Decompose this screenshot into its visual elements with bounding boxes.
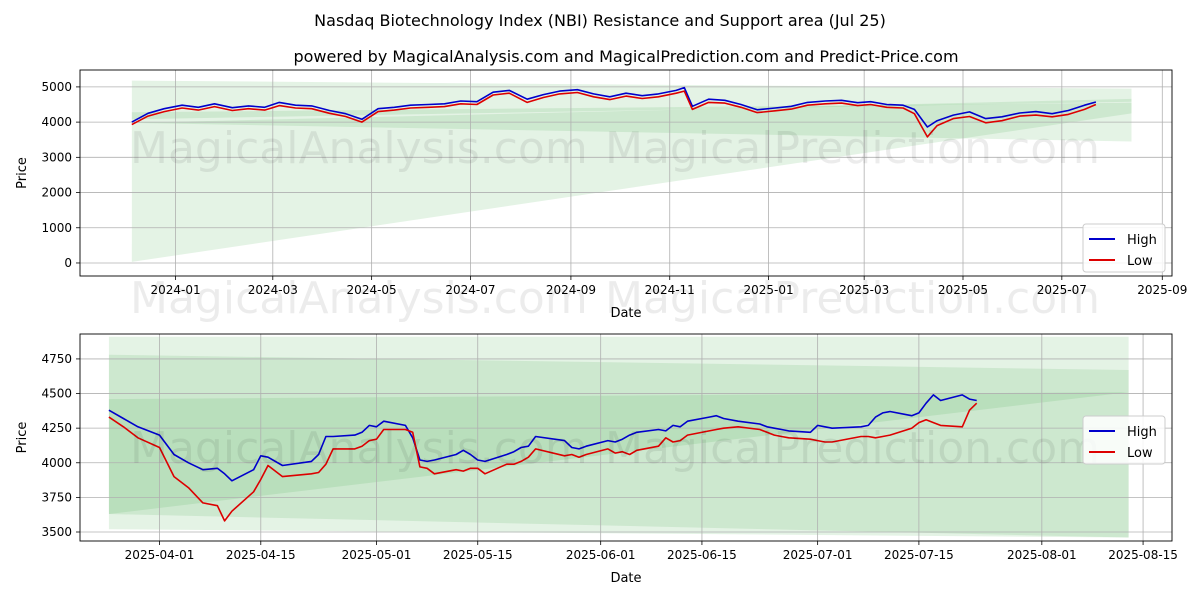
legend: High Low [1082,415,1166,465]
series-high-line [131,86,1097,128]
plot-frame [79,69,1173,277]
series-low-line [131,90,1097,138]
watermark-text: MagicalAnalysis.com [130,273,588,324]
x-tick-label: 2024-11 [645,283,695,297]
legend-low-label: Low [1127,254,1153,269]
legend: High Low [1082,223,1166,273]
y-tick-label: 4250 [41,421,72,435]
x-axis-label: Date [610,306,641,321]
y-tick-label: 4750 [41,352,72,366]
x-tick-label: 2024-01 [151,283,201,297]
watermark-text: MagicalPrediction.com [605,273,1100,324]
top-chart-panel: 2024-01 2024-03 2024-05 2024-07 2024-09 2024-… [15,69,1187,324]
y-tick-label: 4000 [41,456,72,470]
band-1 [108,336,1129,538]
y-tick-label: 2000 [41,186,72,200]
series-low-line [108,402,978,522]
x-tick-label: 2025-05 [938,283,988,297]
y-tick-label: 0 [64,256,72,270]
x-tick-label: 2024-09 [546,283,596,297]
x-tick-label: 2025-01 [744,283,794,297]
y-tick-label: 4000 [41,115,72,129]
watermark-text: MagicalAnalysis.com [130,423,588,474]
x-tick-label: 2025-06-15 [667,548,737,562]
x-tick-label: 2025-06-01 [566,548,636,562]
series-high-line [108,394,977,482]
y-axis-label: Price [15,157,30,189]
watermark-text: MagicalPrediction.com [605,123,1100,174]
y-tick-label: 4500 [41,387,72,401]
x-tick-label: 2025-08-15 [1108,548,1178,562]
x-tick-label: 2025-09 [1137,283,1187,297]
watermark-text: MagicalAnalysis.com [130,123,588,174]
band-1 [131,80,1132,120]
x-tick-label: 2024-03 [248,283,298,297]
band-2 [131,102,1132,262]
bottom-chart-panel: 2025-04-01 2025-04-15 2025-05-01 2025-05-15… [15,333,1178,586]
x-tick-label: 2025-07-01 [783,548,853,562]
x-tick-label: 2025-05-15 [443,548,513,562]
chart-subtitle: powered by MagicalAnalysis.com and Magic… [293,47,958,66]
y-tick-label: 1000 [41,221,72,235]
y-tick-label: 3000 [41,150,72,164]
y-tick-label: 5000 [41,80,72,94]
y-tick-label: 3500 [41,525,72,539]
legend-low-label: Low [1127,446,1153,461]
legend-high-label: High [1127,425,1157,440]
x-tick-label: 2025-04-15 [226,548,296,562]
x-tick-label: 2025-05-01 [342,548,412,562]
x-tick-label: 2025-07 [1037,283,1087,297]
x-tick-label: 2025-08-01 [1007,548,1077,562]
band-3 [131,98,1132,142]
chart-title: Nasdaq Biotechnology Index (NBI) Resista… [314,11,886,30]
legend-high-label: High [1127,233,1157,248]
x-tick-label: 2024-07 [445,283,495,297]
x-tick-label: 2025-04-01 [125,548,195,562]
watermark-text: MagicalPrediction.com [605,423,1100,474]
plot-frame [79,333,1173,542]
x-axis-label: Date [610,571,641,586]
x-tick-label: 2025-07-15 [884,548,954,562]
x-tick-label: 2025-03 [839,283,889,297]
y-tick-label: 3750 [41,490,72,504]
band-2 [108,354,1129,538]
x-tick-label: 2024-05 [347,283,397,297]
y-axis-label: Price [15,422,30,454]
